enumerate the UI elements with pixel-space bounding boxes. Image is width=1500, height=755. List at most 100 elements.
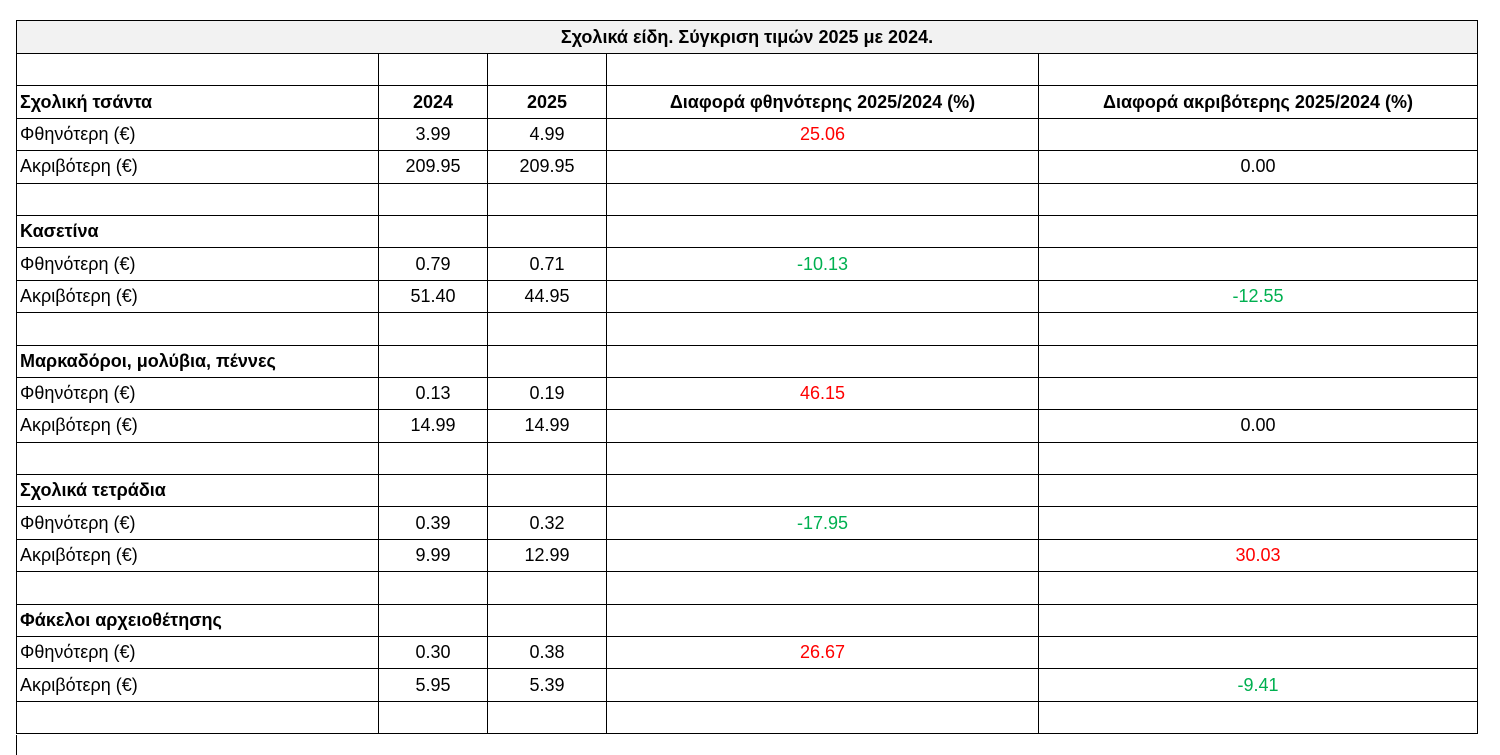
empty-cell	[378, 344, 488, 378]
empty-cell	[378, 603, 488, 638]
cell: Ακριβότερη (€)	[16, 538, 379, 573]
empty-cell	[1037, 52, 1479, 87]
empty-cell	[487, 344, 607, 378]
empty-cell	[606, 150, 1039, 184]
cell: Σχολικά τετράδια	[16, 474, 379, 508]
cell: -9.41	[1037, 668, 1479, 702]
empty-cell	[487, 214, 607, 249]
empty-cell	[378, 441, 488, 476]
empty-cell	[606, 182, 1039, 216]
empty-cell	[487, 571, 607, 605]
title-row: Σχολικά είδη. Σύγκριση τιμών 2025 με 202…	[15, 20, 1479, 54]
empty-cell	[378, 571, 488, 605]
cell: 0.39	[378, 506, 488, 540]
empty-cell	[1037, 247, 1479, 281]
cell: Φθηνότερη (€)	[16, 376, 379, 411]
cell: -12.55	[1037, 279, 1479, 314]
empty-cell	[606, 344, 1039, 378]
price-row: Φθηνότερη (€) 0.13 0.19 46.15	[16, 376, 1479, 411]
table-title: Σχολικά είδη. Σύγκριση τιμών 2025 με 202…	[15, 20, 1479, 54]
cell: Ακριβότερη (€)	[16, 409, 379, 443]
cell: Φθηνότερη (€)	[16, 506, 379, 540]
price-row: Ακριβότερη (€) 9.99 12.99 30.03	[16, 538, 1479, 573]
cell: -17.95	[606, 506, 1039, 540]
cell: 12.99	[487, 538, 607, 573]
cell: 2024	[378, 85, 488, 119]
empty-cell	[487, 474, 607, 508]
cell: Φθηνότερη (€)	[16, 636, 379, 670]
price-row: Ακριβότερη (€) 209.95 209.95 0.00	[16, 150, 1479, 184]
price-row: Ακριβότερη (€) 5.95 5.39 -9.41	[16, 668, 1479, 702]
empty-cell	[378, 312, 488, 346]
empty-cell	[606, 538, 1039, 573]
empty-cell	[606, 571, 1039, 605]
empty-cell	[1037, 441, 1479, 476]
header-row: Σχολική τσάντα 2024 2025 Διαφορά φθηνότερης…	[16, 85, 1479, 119]
cell: 5.39	[487, 668, 607, 702]
cell: Διαφορά φθηνότερης 2025/2024 (%)	[606, 85, 1039, 119]
empty-cell	[606, 52, 1039, 87]
empty-cell	[378, 474, 488, 508]
empty-row	[16, 52, 1479, 87]
cell: 9.99	[378, 538, 488, 573]
empty-cell	[606, 279, 1039, 314]
cell: Κασετίνα	[16, 214, 379, 249]
empty-cell	[606, 441, 1039, 476]
empty-row	[16, 312, 1479, 346]
cell: 0.00	[1037, 150, 1479, 184]
cell: 0.00	[1037, 409, 1479, 443]
cell: Σχολική τσάντα	[16, 85, 379, 119]
empty-cell	[1037, 474, 1479, 508]
empty-cell	[606, 409, 1039, 443]
cell: 14.99	[487, 409, 607, 443]
empty-cell	[378, 52, 488, 87]
empty-cell	[1037, 182, 1479, 216]
empty-cell	[16, 571, 379, 605]
empty-cell	[1037, 636, 1479, 670]
empty-cell	[606, 603, 1039, 638]
empty-cell	[1037, 571, 1479, 605]
table-body: Σχολικά είδη. Σύγκριση τιμών 2025 με 202…	[15, 20, 1479, 735]
empty-cell	[1037, 312, 1479, 346]
empty-cell	[606, 312, 1039, 346]
empty-cell	[16, 52, 379, 87]
cell: 209.95	[378, 150, 488, 184]
group-row: Κασετίνα	[16, 214, 1479, 249]
empty-cell	[16, 182, 379, 216]
price-row: Φθηνότερη (€) 0.30 0.38 26.67	[16, 636, 1479, 670]
empty-cell	[487, 441, 607, 476]
empty-cell	[1037, 700, 1479, 735]
empty-cell	[606, 214, 1039, 249]
cell: 0.71	[487, 247, 607, 281]
cell: Μαρκαδόροι, μολύβια, πέννες	[16, 344, 379, 378]
empty-row	[16, 571, 1479, 605]
empty-cell	[1037, 376, 1479, 411]
cell: Φθηνότερη (€)	[16, 247, 379, 281]
empty-cell	[16, 700, 379, 735]
cell: Ακριβότερη (€)	[16, 150, 379, 184]
empty-cell	[16, 312, 379, 346]
cell: 51.40	[378, 279, 488, 314]
group-row: Μαρκαδόροι, μολύβια, πέννες	[16, 344, 1479, 378]
empty-cell	[1037, 603, 1479, 638]
cell: 5.95	[378, 668, 488, 702]
cell: -10.13	[606, 247, 1039, 281]
empty-cell	[487, 603, 607, 638]
cell: Ακριβότερη (€)	[16, 668, 379, 702]
empty-cell	[606, 668, 1039, 702]
empty-cell	[487, 182, 607, 216]
cell: 209.95	[487, 150, 607, 184]
cell: Ακριβότερη (€)	[16, 279, 379, 314]
cell: 26.67	[606, 636, 1039, 670]
cell: 30.03	[1037, 538, 1479, 573]
cell: 3.99	[378, 117, 488, 152]
empty-cell	[487, 700, 607, 735]
price-table: Σχολικά είδη. Σύγκριση τιμών 2025 με 202…	[15, 20, 1479, 735]
empty-cell	[1037, 506, 1479, 540]
price-row: Ακριβότερη (€) 51.40 44.95 -12.55	[16, 279, 1479, 314]
price-row: Φθηνότερη (€) 3.99 4.99 25.06	[16, 117, 1479, 152]
cell: 0.79	[378, 247, 488, 281]
price-row: Φθηνότερη (€) 0.79 0.71 -10.13	[16, 247, 1479, 281]
cell: Φθηνότερη (€)	[16, 117, 379, 152]
